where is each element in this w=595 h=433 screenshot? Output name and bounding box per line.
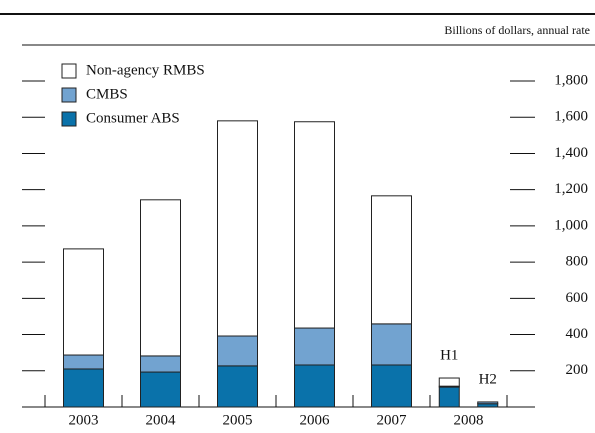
bar-segment: [371, 323, 412, 366]
bar-label: H2: [479, 371, 497, 387]
bar-segment: [477, 401, 499, 405]
x-tick-label: 2005: [223, 412, 253, 428]
y-tick-label: 200: [566, 362, 589, 378]
subtitle: Billions of dollars, annual rate: [444, 23, 590, 37]
x-tick-label: 2004: [146, 412, 177, 428]
y-tick-label: 600: [566, 290, 589, 306]
x-tick-label: 2006: [300, 412, 331, 428]
y-tick-label: 1,600: [554, 109, 588, 125]
bar-segment: [371, 364, 412, 408]
y-tick-label: 800: [566, 254, 589, 270]
y-tick-label: 1,000: [554, 217, 588, 233]
x-tick-label: 2003: [69, 412, 99, 428]
bar-segment: [371, 195, 412, 325]
legend-swatch: [61, 87, 77, 103]
bar-segment: [140, 199, 181, 357]
y-tick-label: 400: [566, 326, 589, 342]
bar-segment: [294, 121, 335, 329]
bar-segment: [438, 377, 460, 387]
bar-segment: [217, 365, 258, 408]
bar-segment: [217, 120, 258, 337]
y-tick-label: 1,400: [554, 145, 588, 161]
bar-segment: [63, 368, 104, 408]
legend-swatch: [61, 63, 77, 79]
bar-segment: [63, 248, 104, 356]
bar-segment: [140, 355, 181, 373]
bar-segment: [63, 354, 104, 370]
bar-segment: [438, 386, 460, 408]
bar-segment: [217, 335, 258, 367]
legend-swatch: [61, 111, 77, 127]
bar-segment: [294, 364, 335, 408]
x-group-label: 2008: [454, 412, 484, 428]
bar-segment: [140, 371, 181, 408]
legend-label: Non-agency RMBS: [86, 62, 205, 78]
x-tick-label: 2007: [377, 412, 408, 428]
legend-label: Consumer ABS: [86, 110, 180, 126]
bar-segment: [294, 327, 335, 366]
bar-label: H1: [440, 347, 458, 363]
y-tick-label: 1,200: [554, 181, 588, 197]
y-tick-label: 1,800: [554, 72, 588, 88]
legend-label: CMBS: [86, 86, 128, 102]
